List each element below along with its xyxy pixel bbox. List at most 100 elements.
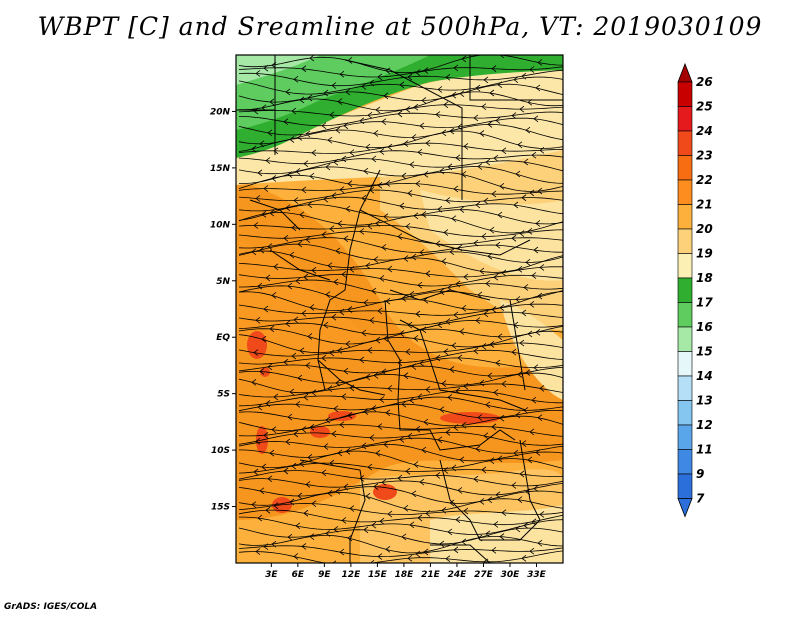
streamline-arrow — [323, 89, 329, 97]
streamline-arrow — [253, 107, 259, 115]
streamline-arrow — [417, 281, 423, 289]
streamline-arrow — [451, 342, 457, 349]
colorbar-swatch — [677, 155, 693, 181]
streamline-arrow — [291, 107, 297, 115]
streamline-arrow — [251, 248, 257, 256]
streamline-arrow — [367, 222, 373, 230]
wbpt-field-19-south — [430, 505, 563, 563]
streamline-arrow — [459, 328, 465, 335]
streamline — [239, 166, 563, 184]
streamline-arrow — [415, 425, 421, 433]
streamline-arrow — [321, 354, 327, 362]
streamline-arrow — [335, 247, 341, 255]
streamline-arrow — [307, 201, 313, 209]
streamline-arrow — [345, 340, 351, 348]
streamline-arrow — [327, 385, 333, 393]
streamline-arrow — [533, 115, 539, 123]
streamline-arrow — [485, 401, 491, 409]
streamline-arrow — [271, 292, 277, 299]
streamline-arrow — [329, 111, 335, 119]
streamline-arrow — [265, 157, 271, 164]
streamline-arrow — [539, 385, 545, 392]
streamline-arrow — [383, 92, 389, 100]
streamline-arrow — [479, 130, 485, 137]
streamline — [238, 478, 563, 496]
streamline-arrow — [489, 341, 495, 348]
streamline-arrow — [463, 382, 469, 390]
streamline — [238, 325, 563, 345]
streamline-arrow — [445, 555, 451, 563]
streamline-arrow — [375, 106, 381, 114]
chart-title: WBPT [C] and Sreamline at 500hPa, VT: 20… — [37, 12, 763, 41]
streamline-arrow — [535, 84, 541, 92]
streamline-arrow — [485, 158, 491, 166]
streamline-arrow — [453, 185, 459, 193]
streamline-arrow — [365, 373, 371, 381]
streamline-arrow — [369, 434, 375, 442]
streamline-arrow — [345, 88, 351, 96]
streamline-arrow — [321, 469, 327, 477]
streamline-arrow — [411, 363, 417, 370]
streamline-arrow — [251, 501, 257, 508]
streamline-arrow — [475, 445, 481, 453]
streamline-arrow — [259, 487, 265, 495]
streamline — [238, 486, 563, 504]
streamline-arrow — [491, 306, 497, 313]
streamline-arrow — [255, 70, 261, 77]
streamline-arrow — [343, 235, 349, 243]
streamline-arrow — [521, 440, 527, 447]
streamline-arrow — [399, 330, 405, 337]
streamline-arrow — [415, 69, 421, 76]
streamline-arrow — [335, 126, 341, 134]
streamline-arrow — [261, 335, 267, 343]
streamline-arrow — [479, 379, 485, 387]
streamline-arrow — [349, 265, 355, 273]
streamline — [238, 535, 563, 554]
streamline-arrow — [443, 229, 449, 236]
streamline — [238, 349, 563, 365]
streamline-arrow — [371, 287, 377, 295]
streamline-arrow — [489, 226, 495, 234]
streamline — [238, 527, 563, 545]
streamline-arrow — [485, 280, 491, 287]
streamline-arrow — [457, 354, 463, 362]
streamline-arrow — [517, 371, 523, 378]
streamline-arrow — [511, 112, 517, 119]
streamline-arrow — [441, 129, 447, 137]
streamline-arrow — [293, 430, 299, 438]
streamline-arrow — [359, 475, 365, 482]
longitude-labels: 3E 6E 9E 12E 15E 18E 21E 24E 27E 30E 33E — [265, 563, 547, 580]
streamline-arrow — [385, 409, 391, 417]
streamline-arrow — [413, 103, 419, 111]
streamline-arrow — [333, 278, 339, 286]
streamline-arrow — [421, 326, 427, 334]
streamline-arrow — [341, 517, 347, 524]
streamline — [238, 303, 563, 316]
streamline-arrow — [369, 559, 375, 563]
streamline-arrow — [499, 55, 505, 59]
streamline-arrow — [451, 91, 457, 99]
streamline-arrow — [331, 313, 337, 321]
colorbar-label: 14 — [696, 369, 713, 383]
streamline-arrow — [403, 505, 409, 512]
streamline-arrow — [405, 223, 411, 230]
streamline — [238, 462, 563, 477]
streamline-arrow — [297, 240, 303, 248]
streamline — [238, 389, 563, 407]
colorbar-swatch — [677, 179, 693, 205]
streamline — [238, 372, 563, 394]
streamline-arrow — [301, 543, 307, 550]
streamline-arrow — [401, 295, 407, 302]
streamline-arrow — [339, 421, 345, 429]
streamline-arrow — [379, 275, 385, 282]
streamline-arrow — [533, 246, 539, 254]
wbpt-field-15 — [236, 55, 320, 85]
streamline-arrow — [439, 406, 445, 413]
streamline-arrow — [293, 553, 299, 560]
streamline-arrow — [415, 310, 421, 318]
streamline-arrow — [379, 396, 385, 403]
map-frame — [235, 54, 564, 564]
streamline-arrow — [383, 441, 389, 448]
colorbar-label: 16 — [696, 320, 713, 334]
streamline-arrow — [409, 397, 415, 404]
